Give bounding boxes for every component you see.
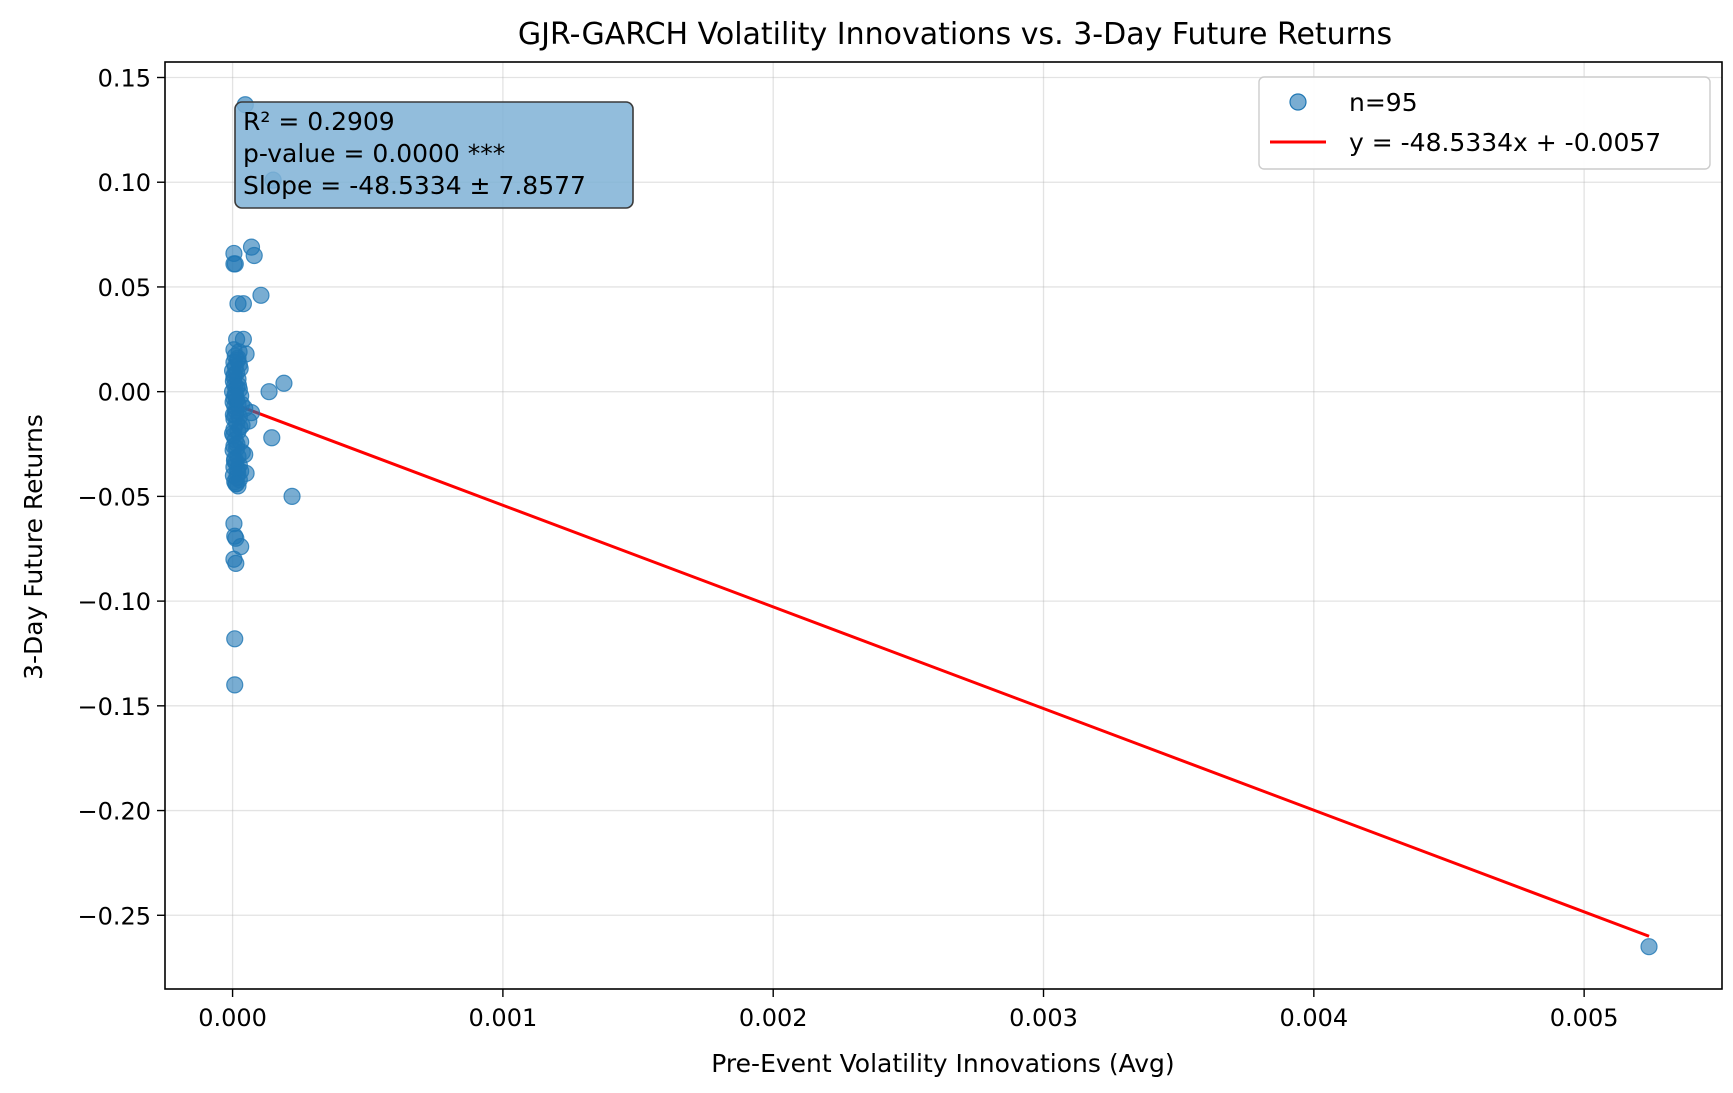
chart-title: GJR-GARCH Volatility Innovations vs. 3-D… (518, 17, 1392, 52)
data-point (226, 255, 244, 273)
y-tick-label: 0.05 (98, 274, 151, 302)
y-axis-label: 3-Day Future Returns (19, 414, 48, 680)
data-point (283, 487, 301, 505)
legend-scatter-marker (1289, 93, 1307, 111)
x-axis-ticks: 0.000 0.001 0.002 0.003 0.004 0.005 (198, 989, 1619, 1032)
y-tick-label: 0.10 (98, 169, 151, 197)
grid (165, 62, 1722, 989)
data-point (263, 429, 281, 447)
data-point (260, 383, 278, 401)
legend-scatter-label: n=95 (1349, 88, 1418, 117)
x-tick-label: 0.003 (1009, 1004, 1078, 1032)
legend-line-label: y = -48.5334x + -0.0057 (1349, 128, 1661, 157)
stats-annotation: R² = 0.2909 p-value = 0.0000 *** Slope =… (234, 101, 634, 209)
x-tick-label: 0.005 (1550, 1004, 1619, 1032)
regression-line (232, 402, 1650, 938)
data-point (226, 676, 244, 694)
data-point (1640, 938, 1658, 956)
y-tick-label: −0.10 (77, 588, 151, 616)
y-tick-label: −0.25 (77, 902, 151, 930)
y-tick-label: −0.20 (77, 798, 151, 826)
x-tick-label: 0.004 (1279, 1004, 1348, 1032)
legend: n=95 y = -48.5334x + -0.0057 (1258, 76, 1711, 170)
stats-p-value: p-value = 0.0000 *** (243, 139, 505, 168)
y-tick-label: −0.15 (77, 693, 151, 721)
data-point (229, 295, 247, 313)
data-point (275, 374, 293, 392)
trend-line-layer (232, 402, 1650, 938)
x-axis-label: Pre-Event Volatility Innovations (Avg) (711, 1049, 1174, 1078)
y-axis-ticks: −0.25 −0.20 −0.15 −0.10 −0.05 0.00 0.05 0.10 0.1… (77, 64, 165, 930)
data-point (227, 475, 245, 493)
y-tick-label: −0.05 (77, 483, 151, 511)
y-tick-label: 0.15 (98, 64, 151, 92)
x-tick-label: 0.001 (469, 1004, 538, 1032)
data-point (230, 343, 248, 361)
stats-box (234, 101, 634, 209)
stats-slope: Slope = -48.5334 ± 7.8577 (243, 171, 586, 200)
x-tick-label: 0.002 (739, 1004, 808, 1032)
data-point (227, 554, 245, 573)
data-point (245, 246, 263, 265)
data-point (226, 630, 244, 648)
stats-r-squared: R² = 0.2909 (243, 107, 395, 136)
data-point (252, 286, 270, 304)
x-tick-label: 0.000 (198, 1004, 267, 1032)
plot-frame (164, 61, 1723, 990)
legend-box (1258, 76, 1711, 170)
y-tick-label: 0.00 (98, 379, 151, 407)
